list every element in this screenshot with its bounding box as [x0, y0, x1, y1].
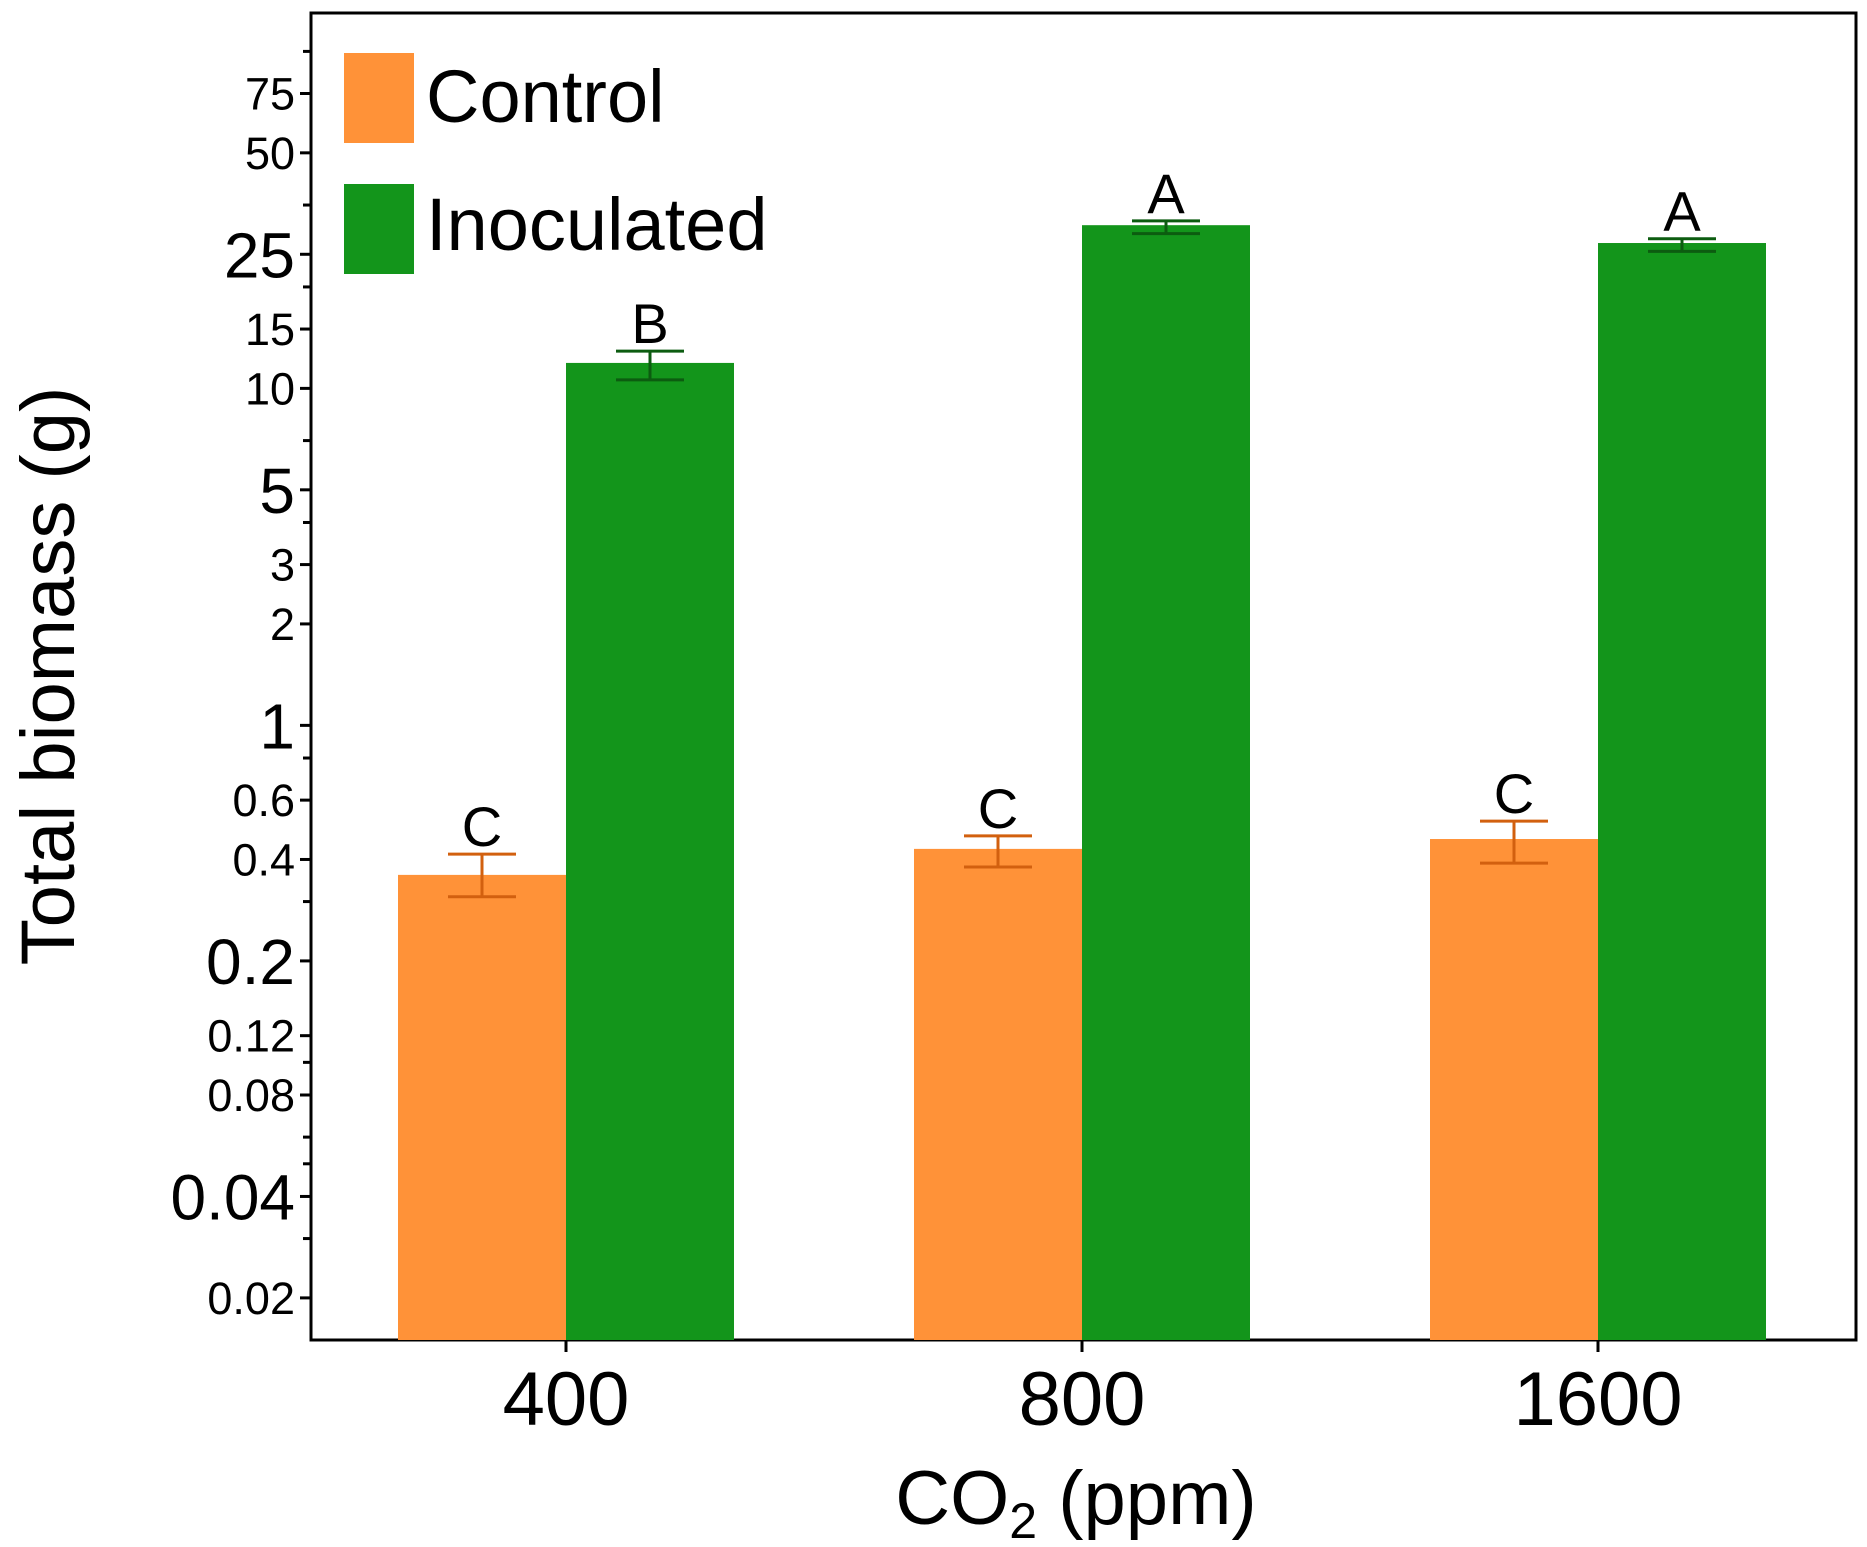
x-tick-label: 400 [503, 1357, 630, 1442]
legend-swatch-control [344, 53, 414, 143]
bar-control-800 [914, 848, 1082, 1340]
y-tick-label: 10 [245, 363, 295, 414]
legend-label-inoculated: Inoculated [426, 183, 768, 266]
x-axis-title-main: CO [895, 1456, 1009, 1541]
y-axis-title: Total biomass (g) [6, 387, 91, 966]
bar-control-1600 [1430, 839, 1598, 1340]
x-axis: 400 800 1600 [503, 1340, 1683, 1442]
significance-label: C [978, 777, 1018, 840]
x-axis-title: CO2 (ppm) [895, 1456, 1256, 1547]
bars-layer: C B C A C A [398, 162, 1766, 1341]
y-tick-label: 0.4 [232, 834, 295, 885]
x-axis-title-unit: (ppm) [1037, 1456, 1257, 1541]
significance-label: A [1147, 162, 1185, 225]
bar-inoculated-400 [566, 362, 734, 1340]
significance-label: B [631, 292, 668, 355]
x-tick-label: 1600 [1513, 1357, 1682, 1442]
y-axis: 0.02 0.04 0.08 0.12 0.2 0.4 0.6 1 2 3 5 10 15 25 50 75 [170, 49, 311, 1324]
legend: Control Inoculated [344, 53, 768, 274]
y-tick-label: 2 [270, 599, 295, 650]
y-tick-label: 0.6 [232, 775, 295, 826]
x-axis-title-subscript: 2 [1009, 1493, 1037, 1547]
y-tick-label: 0.08 [207, 1070, 295, 1121]
y-tick-label: 3 [270, 540, 295, 591]
bar-control-400 [398, 874, 566, 1340]
y-tick-label: 5 [259, 455, 295, 527]
y-tick-label: 75 [245, 68, 295, 119]
y-tick-label: 0.04 [170, 1161, 295, 1233]
legend-swatch-inoculated [344, 184, 414, 274]
y-tick-label: 0.2 [206, 926, 295, 998]
x-tick-label: 800 [1019, 1357, 1146, 1442]
bar-inoculated-800 [1082, 225, 1250, 1340]
y-tick-label: 0.02 [207, 1273, 295, 1324]
y-tick-label: 1 [259, 690, 295, 762]
significance-label: A [1663, 180, 1701, 243]
y-tick-label: 15 [245, 304, 295, 355]
bar-inoculated-1600 [1598, 243, 1766, 1341]
y-tick-label: 50 [245, 128, 295, 179]
legend-label-control: Control [426, 55, 665, 138]
y-tick-label: 25 [224, 219, 295, 291]
y-tick-label: 0.12 [207, 1011, 295, 1062]
significance-label: C [1494, 762, 1534, 825]
significance-label: C [462, 795, 502, 858]
